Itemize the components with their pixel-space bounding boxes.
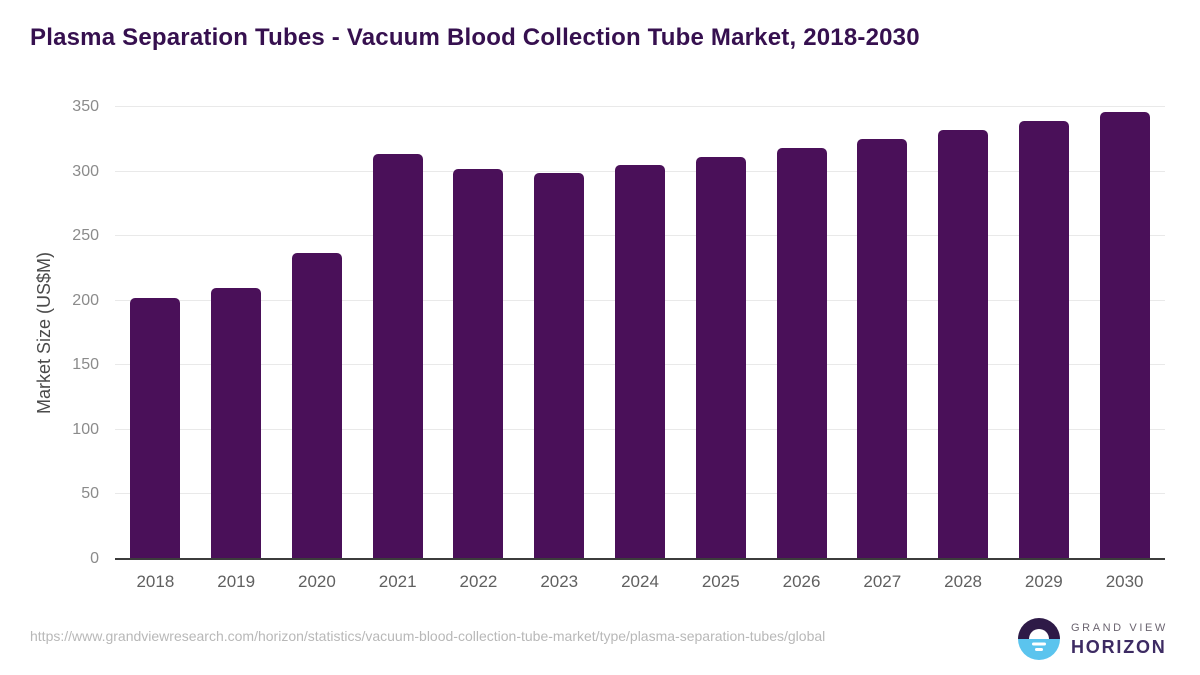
x-tick-label-2021: 2021 (378, 572, 417, 591)
bar-2030[interactable] (1099, 112, 1150, 559)
bar-2019[interactable] (211, 287, 262, 559)
x-tick-label-2022: 2022 (459, 572, 498, 591)
bar-2028[interactable] (938, 130, 989, 559)
bar-2022[interactable] (453, 169, 504, 559)
grand-view-horizon-logo[interactable]: GRAND VIEW HORIZON (1018, 618, 1168, 660)
bar-2023[interactable] (534, 172, 585, 559)
logo-brand-line2: HORIZON (1071, 637, 1167, 657)
y-tick-label-250: 250 (72, 227, 99, 245)
bar-2027[interactable] (857, 139, 908, 559)
y-tick-label-50: 50 (81, 485, 99, 503)
x-tick-label-2026: 2026 (782, 572, 821, 591)
x-tick-label-2025: 2025 (701, 572, 740, 591)
bar-2021[interactable] (372, 153, 423, 559)
logo-text: GRAND VIEW HORIZON (1071, 621, 1168, 657)
x-tick-label-2027: 2027 (863, 572, 902, 591)
x-axis-line (115, 558, 1165, 560)
y-tick-label-0: 0 (90, 550, 99, 567)
bar-2018[interactable] (130, 298, 181, 559)
source-url: https://www.grandviewresearch.com/horizo… (30, 628, 826, 644)
bar-2024[interactable] (615, 165, 665, 559)
x-tick-label-2029: 2029 (1024, 572, 1063, 591)
x-tick-label-2028: 2028 (944, 572, 982, 591)
logo-brand-line1: GRAND VIEW (1071, 622, 1168, 634)
x-tick-label-2018: 2018 (136, 572, 175, 591)
y-tick-label-100: 100 (72, 420, 99, 438)
y-tick-label-150: 150 (72, 356, 99, 374)
chart-title: Plasma Separation Tubes - Vacuum Blood C… (30, 24, 920, 51)
x-tick-label-2024: 2024 (621, 572, 659, 591)
bar-2025[interactable] (695, 157, 746, 559)
x-tick-label-2030: 2030 (1105, 572, 1144, 591)
y-tick-label-200: 200 (72, 291, 99, 309)
plot-area: 0 50 100 150 200 250 300 350 2018 2019 2020 2021 202… (72, 98, 1165, 591)
gridline-350 (115, 106, 1165, 107)
horizon-sunrise-icon (1018, 618, 1060, 660)
bar-2026[interactable] (776, 148, 827, 559)
bar-2020[interactable] (291, 252, 342, 559)
y-tick-label-300: 300 (72, 162, 99, 180)
y-tick-label-350: 350 (72, 98, 99, 115)
x-tick-label-2019: 2019 (217, 572, 256, 591)
x-tick-label-2023: 2023 (540, 572, 579, 591)
x-tick-label-2020: 2020 (298, 572, 336, 591)
bar-2029[interactable] (1018, 121, 1069, 559)
